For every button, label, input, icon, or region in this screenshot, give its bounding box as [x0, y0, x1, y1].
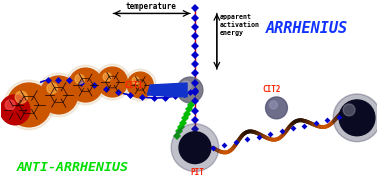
Circle shape — [47, 83, 57, 94]
Circle shape — [15, 91, 28, 103]
Circle shape — [103, 73, 112, 81]
Text: PIT: PIT — [190, 168, 204, 176]
Text: activation: activation — [220, 22, 260, 28]
Circle shape — [66, 65, 105, 105]
Circle shape — [343, 104, 355, 116]
Circle shape — [177, 77, 203, 103]
Text: temperature: temperature — [126, 3, 177, 11]
Circle shape — [98, 67, 127, 97]
Circle shape — [0, 95, 30, 125]
Circle shape — [75, 74, 84, 84]
Circle shape — [5, 100, 15, 110]
Circle shape — [127, 72, 153, 98]
Circle shape — [333, 94, 378, 142]
Circle shape — [40, 76, 77, 114]
Circle shape — [4, 80, 54, 130]
Circle shape — [270, 101, 277, 109]
Text: CIT1: CIT1 — [125, 81, 143, 90]
Circle shape — [171, 124, 219, 171]
Circle shape — [124, 69, 156, 101]
Circle shape — [37, 73, 81, 117]
Circle shape — [69, 68, 102, 102]
Text: ANTI-ARRHENIUS: ANTI-ARRHENIUS — [17, 161, 129, 174]
Circle shape — [94, 64, 130, 100]
Circle shape — [132, 77, 139, 84]
Polygon shape — [147, 83, 187, 97]
Text: apparent: apparent — [220, 14, 252, 20]
Circle shape — [181, 81, 191, 91]
Text: energy: energy — [220, 30, 244, 36]
Text: ARRHENIUS: ARRHENIUS — [266, 21, 349, 36]
Circle shape — [179, 132, 211, 164]
Text: CIT2: CIT2 — [262, 85, 281, 94]
Circle shape — [339, 100, 375, 136]
Circle shape — [7, 83, 51, 127]
Circle shape — [265, 97, 287, 119]
